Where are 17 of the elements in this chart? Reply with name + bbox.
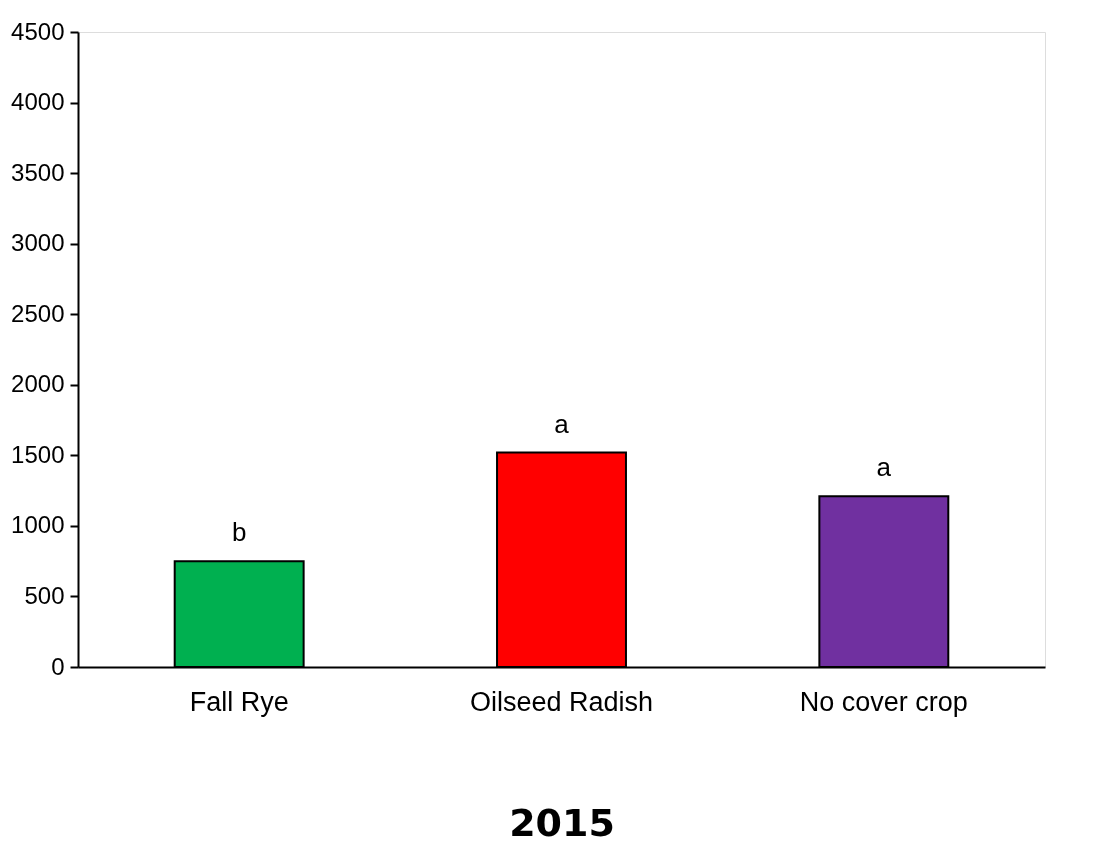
y-tick-label: 2000 bbox=[11, 370, 65, 398]
y-tick-label: 0 bbox=[51, 652, 65, 680]
x-tick-label: Fall Rye bbox=[189, 686, 289, 717]
annotation: a bbox=[554, 408, 570, 439]
y-tick-label: 1500 bbox=[11, 440, 65, 468]
y-tick-label: 3500 bbox=[11, 158, 65, 186]
annotation: a bbox=[876, 452, 892, 483]
y-tick-label: 1000 bbox=[11, 511, 65, 539]
x-axis-title: 2015 bbox=[509, 800, 615, 845]
annotation: b bbox=[231, 517, 247, 548]
x-tick-label: No cover crop bbox=[799, 686, 968, 717]
y-tick-label: 500 bbox=[24, 581, 65, 609]
y-tick-label: 4500 bbox=[11, 17, 65, 45]
y-tick-label: 4000 bbox=[11, 88, 65, 116]
y-tick-label: 3000 bbox=[11, 229, 65, 257]
x-tick-label: Oilseed Radish bbox=[469, 686, 654, 717]
y-tick-label: 2500 bbox=[11, 299, 65, 327]
